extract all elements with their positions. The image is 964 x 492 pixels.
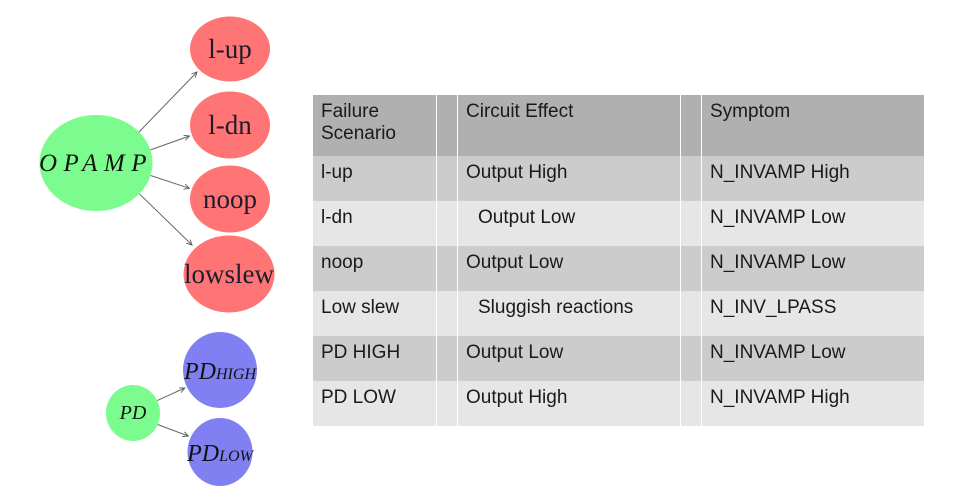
svg-text:l-dn: l-dn (208, 110, 252, 140)
svg-text:OPAMP: OPAMP (39, 150, 153, 177)
svg-text:l-up: l-up (208, 34, 252, 64)
svg-text:noop: noop (203, 184, 257, 214)
svg-text:PD: PD (119, 402, 147, 424)
svg-text:lowslew: lowslew (184, 259, 274, 289)
